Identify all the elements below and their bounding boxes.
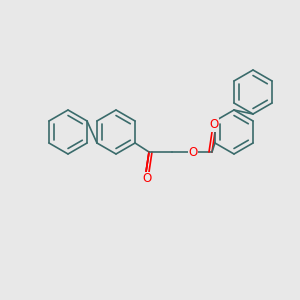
Text: O: O (142, 172, 152, 185)
Text: O: O (209, 118, 219, 131)
Text: O: O (188, 146, 198, 158)
